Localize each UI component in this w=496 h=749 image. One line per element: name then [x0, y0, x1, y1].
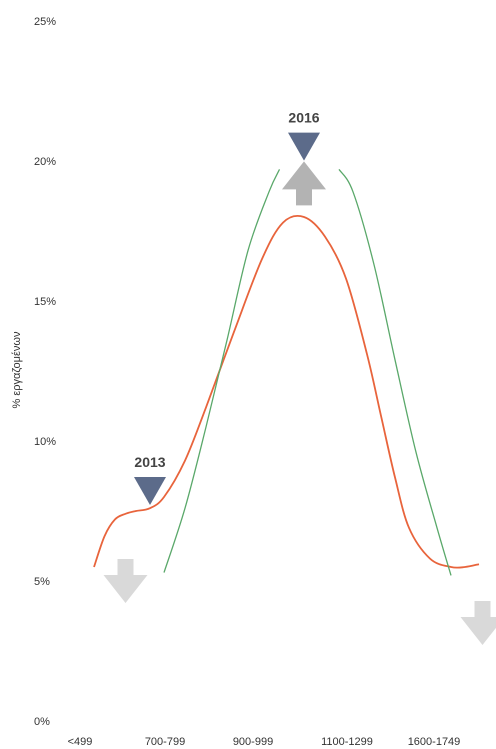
- y-axis-label: % εργαζομένων: [11, 331, 23, 408]
- y-tick-label: 15%: [34, 296, 56, 308]
- y-tick-label: 0%: [34, 716, 50, 728]
- x-tick-label: 1600-1749: [408, 736, 461, 748]
- series-lines: [93, 169, 480, 576]
- x-tick-label: 700-799: [145, 736, 185, 748]
- arrow-down-icon: [460, 601, 496, 645]
- x-tick-label: <499: [68, 736, 93, 748]
- series-line-green-rise: [163, 169, 281, 573]
- y-tick-label: 25%: [34, 16, 56, 28]
- x-axis-ticks: <499 700-799 900-999 1100-1299 1600-1749: [68, 736, 461, 748]
- arrow-down-icon: [103, 559, 148, 603]
- x-tick-label: 1100-1299: [321, 736, 373, 748]
- arrow-up-icon: [282, 161, 326, 206]
- year-annotations: 2013 2016: [134, 110, 320, 505]
- x-tick-label: 900-999: [233, 736, 273, 748]
- series-line-main: [93, 215, 480, 569]
- arrow-markers: [103, 161, 496, 645]
- triangle-marker-icon: [134, 477, 166, 505]
- y-tick-label: 20%: [34, 156, 56, 168]
- series-line-green-fall: [338, 169, 452, 576]
- y-tick-label: 10%: [34, 436, 56, 448]
- annotation-year-label: 2013: [134, 454, 165, 470]
- triangle-marker-icon: [288, 132, 320, 161]
- annotation-year-label: 2016: [288, 110, 319, 126]
- y-axis-ticks: 0% 5% 10% 15% 20% 25%: [34, 16, 56, 728]
- y-tick-label: 5%: [34, 576, 50, 588]
